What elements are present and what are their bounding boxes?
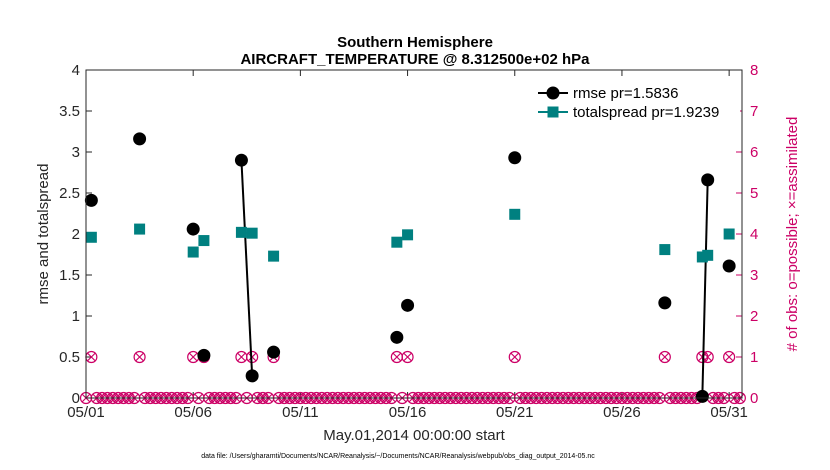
legend-box [530,76,740,124]
y-axis-right: 0 1 2 3 4 5 6 7 8 [736,62,758,407]
rmse-point [701,173,715,187]
y-right-tick-label: 0 [750,390,758,407]
rmse-point [658,296,672,310]
y-left-tick-label: 1.5 [59,267,80,284]
totalspread-point [187,246,199,258]
totalspread-point [246,227,258,239]
rmse-point [133,132,147,146]
plot-frame [85,69,743,399]
rmse-point [84,193,98,207]
x-tick-label: 05/31 [710,404,748,421]
totalspread-point [659,244,671,256]
obs-possible-circle [701,350,714,364]
totalspread-series [85,208,735,263]
y-axis-left-label: rmse and totalspread [35,164,52,305]
obs-possible-circle [723,350,736,364]
rmse-point [722,259,736,273]
legend-totalspread-label: totalspread pr=1.9239 [573,104,719,121]
totalspread-point [235,226,247,238]
y-right-tick-label: 8 [750,62,758,79]
obs-assimilated-x [703,352,713,362]
legend-totalspread-marker [547,106,559,118]
y-axis-left: 0 0.5 1 1.5 2 2.5 3 3.5 4 [59,62,92,407]
x-tick-label: 05/16 [389,404,427,421]
totalspread-point [402,229,414,241]
y-right-tick-label: 6 [750,144,758,161]
totalspread-point [85,231,97,243]
totalspread-point [134,223,146,235]
rmse-line-segment [701,179,709,397]
obs-possible-circle [401,350,414,364]
y-right-tick-label: 7 [750,103,758,120]
y-left-tick-label: 1 [72,308,80,325]
x-tick-label: 05/11 [282,404,318,421]
obs-assimilated-x [188,352,198,362]
rmse-point [267,345,281,359]
y-axis-right-label: # of obs: o=possible; ×=assimilated [784,117,801,352]
totalspread-point [198,235,210,247]
rmse-line-segment [240,160,254,376]
totalspread-point [268,250,280,262]
y-left-tick-label: 0.5 [59,349,80,366]
rmse-point [390,330,404,344]
rmse-point [197,348,211,362]
x-tick-label: 05/01 [67,404,105,421]
y-left-tick-label: 3 [72,144,80,161]
totalspread-point [702,249,714,261]
totalspread-point [509,208,521,220]
obs-marker [658,350,671,364]
obs-marker [723,350,736,364]
y-left-tick-label: 3.5 [59,103,80,120]
obs-marker [508,350,521,364]
rmse-point [695,389,709,403]
y-left-tick-label: 4 [72,62,80,79]
obs-assimilated-x [403,352,412,362]
obs-assimilated-x [135,352,145,362]
x-axis: 05/01 05/06 05/11 05/16 05/21 05/26 05/31 [67,70,748,421]
totalspread-point [723,228,735,240]
x-axis-label: May.01,2014 00:00:00 start [323,427,505,444]
obs-possible-circle [133,350,146,364]
legend-rmse-label: rmse pr=1.5836 [573,85,678,102]
totalspread-point [391,236,403,248]
obs-marker [133,350,146,364]
x-tick-label: 05/26 [603,404,641,421]
y-right-tick-label: 5 [750,185,758,202]
y-right-tick-label: 4 [750,226,758,243]
rmse-point [508,151,522,165]
obs-assimilated-x [86,352,96,362]
legend-rmse-marker [546,86,560,100]
obs-assimilated-x [392,352,402,362]
obs-marker [401,350,414,364]
y-right-tick-label: 1 [750,349,758,366]
rmse-point [401,298,415,312]
obs-possible-circle [508,350,521,364]
obs-marker [701,350,714,364]
y-left-tick-label: 0 [72,390,80,407]
y-right-tick-label: 3 [750,267,758,284]
rmse-series [84,132,736,403]
rmse-point [186,222,200,236]
obs-possible-circle [658,350,671,364]
y-left-tick-label: 2.5 [59,185,80,202]
x-tick-label: 05/21 [496,404,534,421]
y-right-tick-label: 2 [750,308,758,325]
obs-assimilated-x [724,352,734,362]
obs-assimilated-x [660,352,670,362]
obs-assimilated-x [237,352,246,362]
obs-assimilated-x [510,352,520,362]
rmse-point [245,369,259,383]
x-tick-label: 05/06 [174,404,212,421]
rmse-point [234,153,248,167]
y-left-tick-label: 2 [72,226,80,243]
footer-data-file: data file: /Users/gharamti/Documents/NCA… [201,453,595,460]
legend: rmse pr=1.5836 totalspread pr=1.9239 [530,76,740,124]
chart-title-line1: Southern Hemisphere [337,34,493,51]
chart-title-line2: AIRCRAFT_TEMPERATURE @ 8.312500e+02 hPa [240,51,590,68]
